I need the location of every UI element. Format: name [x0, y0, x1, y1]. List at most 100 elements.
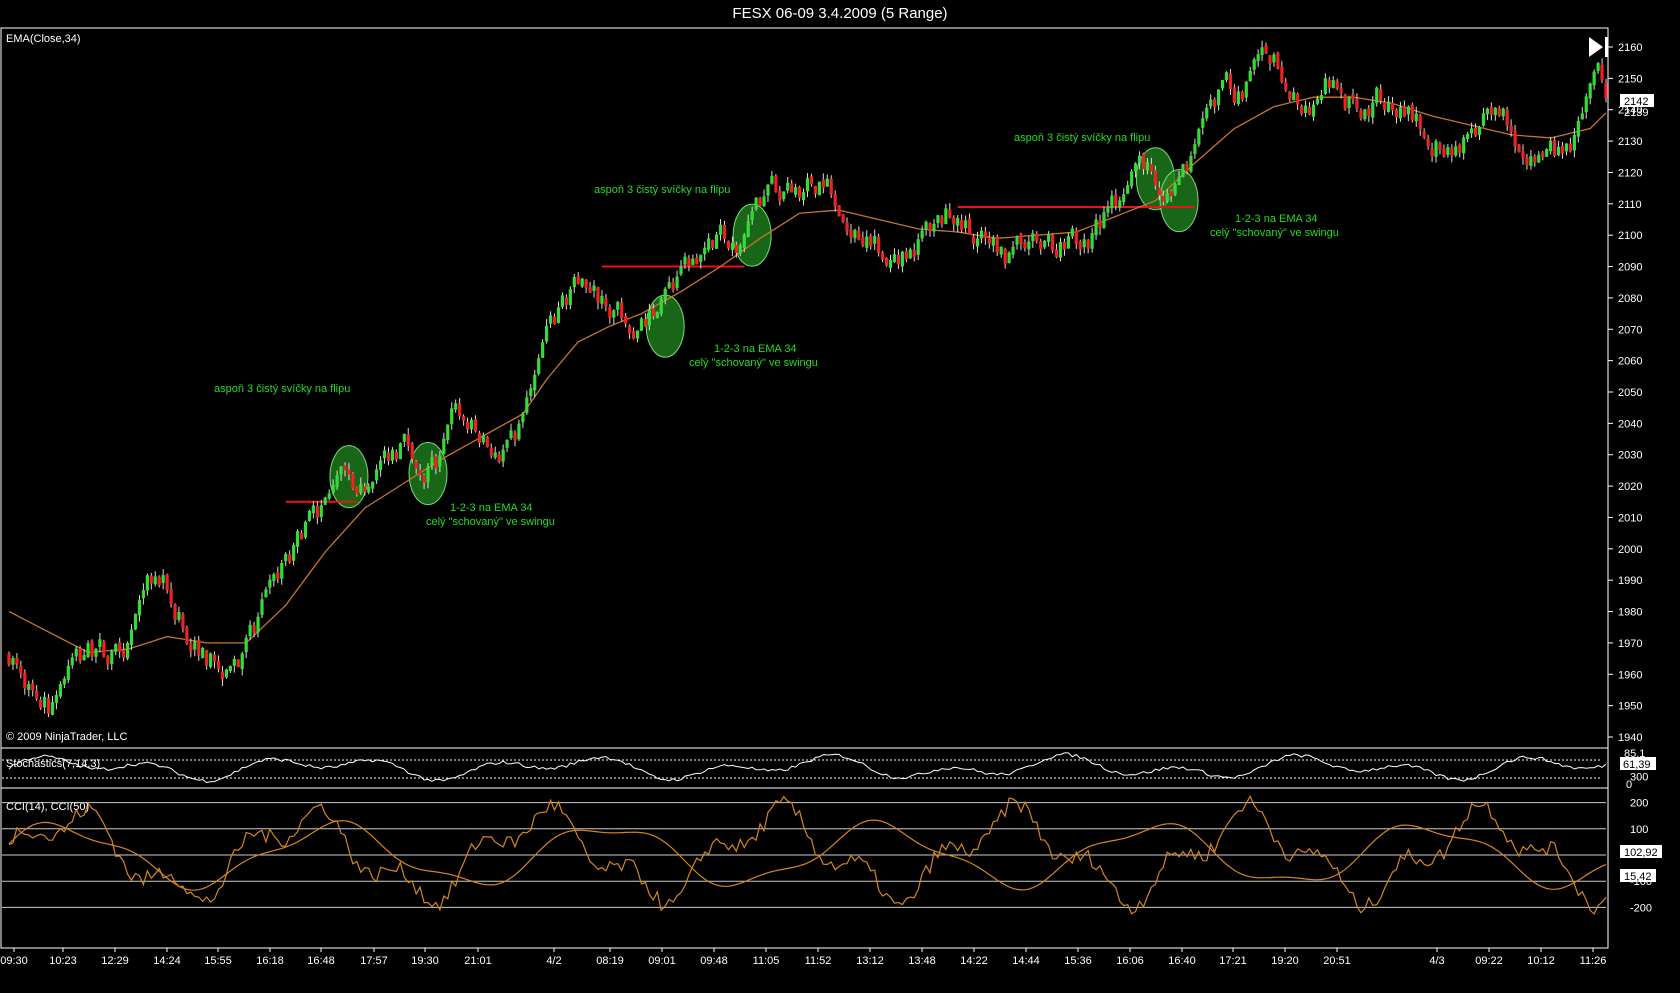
candle-body — [647, 309, 651, 326]
candle-body — [936, 215, 940, 223]
time-tick-label: 11:26 — [1580, 955, 1607, 967]
candle-body — [477, 433, 482, 443]
candle-body — [1066, 236, 1070, 249]
candle-body — [458, 403, 462, 417]
candle-body — [639, 318, 644, 331]
candle-body — [1537, 154, 1541, 163]
candle-body — [1110, 195, 1114, 209]
candle-body — [50, 702, 55, 715]
candle-body — [169, 588, 173, 605]
time-tick-label: 14:24 — [153, 955, 181, 967]
time-tick-label: 16:06 — [1116, 955, 1144, 967]
time-tick-label: 11:05 — [753, 955, 780, 967]
time-tick-label: 13:48 — [908, 955, 936, 967]
candle-body — [1141, 153, 1146, 170]
candle-body — [865, 236, 869, 248]
candle-body — [1386, 101, 1391, 113]
candle-body — [465, 421, 470, 430]
candle-body — [145, 575, 149, 591]
skip-to-end-icon[interactable] — [1589, 37, 1608, 57]
cci-panel[interactable] — [0, 787, 1609, 949]
candle-body — [525, 397, 529, 413]
candle-body — [691, 258, 695, 266]
candle-body — [94, 648, 98, 657]
candle-body — [873, 236, 877, 244]
candle-body — [323, 497, 327, 505]
candle-body — [1011, 246, 1015, 255]
candle-body — [292, 545, 296, 561]
candle-body — [912, 249, 916, 257]
candle-body — [568, 289, 572, 305]
candle-body — [39, 699, 43, 708]
candle-body — [560, 295, 565, 307]
time-tick-label: 4/3 — [1429, 955, 1444, 967]
time-tick-label: 09:22 — [1475, 955, 1503, 967]
price-tick-label: 2030 — [1618, 450, 1642, 462]
candle-body — [1319, 95, 1323, 101]
candle-body — [469, 419, 474, 430]
candle-body — [1485, 108, 1490, 115]
candle-body — [1102, 212, 1106, 228]
time-tick-label: 19:20 — [1271, 955, 1299, 967]
candle-body — [1406, 106, 1410, 115]
candle-body — [280, 562, 284, 579]
candle-body — [197, 640, 201, 656]
candle-body — [1193, 144, 1197, 154]
candle-body — [1450, 147, 1454, 156]
time-tick-label: 15:55 — [204, 955, 232, 967]
candle-body — [272, 574, 276, 582]
candle-body — [1050, 234, 1055, 251]
time-tick-label: 08:19 — [596, 955, 624, 967]
annotation-swing-2: celý "schovaný" ve swingu — [689, 357, 818, 369]
candle-body — [1327, 79, 1331, 88]
candle-body — [1090, 233, 1094, 249]
candle-body — [485, 436, 489, 448]
candle-body — [908, 249, 912, 259]
annotation-flip-3: aspoň 3 čistý svíčky na flipu — [1014, 132, 1150, 144]
price-panel[interactable] — [0, 27, 1609, 749]
candle-body — [331, 484, 335, 493]
candle-body — [1205, 107, 1209, 119]
candle-body — [1311, 104, 1316, 117]
time-tick-label: 17:57 — [360, 955, 388, 967]
candle-body — [209, 653, 213, 668]
cci-tick-label: 100 — [1630, 824, 1648, 836]
candle-body — [754, 197, 758, 210]
price-tick-label: 2000 — [1618, 544, 1642, 556]
candle-body — [430, 457, 434, 466]
candle-body — [129, 629, 134, 646]
candle-body — [841, 213, 845, 222]
window-title: FESX 06-09 3.4.2009 (5 Range) — [732, 5, 948, 22]
candle-body — [1074, 230, 1078, 244]
candle-body — [624, 316, 628, 324]
ema-line — [8, 96, 1607, 653]
candle-body — [1027, 241, 1031, 250]
candle-body — [434, 456, 438, 469]
candle-body — [327, 493, 331, 499]
candle-body — [15, 657, 19, 665]
candle-body — [924, 221, 928, 230]
ema-indicator-label: EMA(Close,34) — [6, 33, 81, 45]
annotation-flip-1: aspoň 3 čistý svíčky na flipu — [214, 383, 350, 395]
candle-body — [505, 439, 509, 448]
candle-body — [1402, 105, 1406, 117]
candle-body — [149, 575, 153, 584]
candle-body — [659, 298, 663, 314]
candle-body — [730, 243, 734, 251]
candle-body — [1525, 157, 1529, 166]
time-tick-label: 10:12 — [1527, 955, 1555, 967]
candle-body — [1560, 145, 1565, 154]
candle-body — [122, 649, 126, 658]
candle-body — [1576, 120, 1580, 137]
candle-body — [1039, 241, 1043, 250]
candle-body — [454, 403, 458, 410]
candle-body — [1493, 107, 1497, 116]
candle-body — [1228, 73, 1233, 90]
candle-body — [881, 252, 885, 260]
candle-body — [394, 451, 398, 460]
candle-body — [1201, 118, 1205, 128]
candle-body — [1213, 99, 1217, 107]
cci-tick-label: -200 — [1630, 902, 1652, 914]
annotation-123-2: 1-2-3 na EMA 34 — [714, 343, 797, 355]
